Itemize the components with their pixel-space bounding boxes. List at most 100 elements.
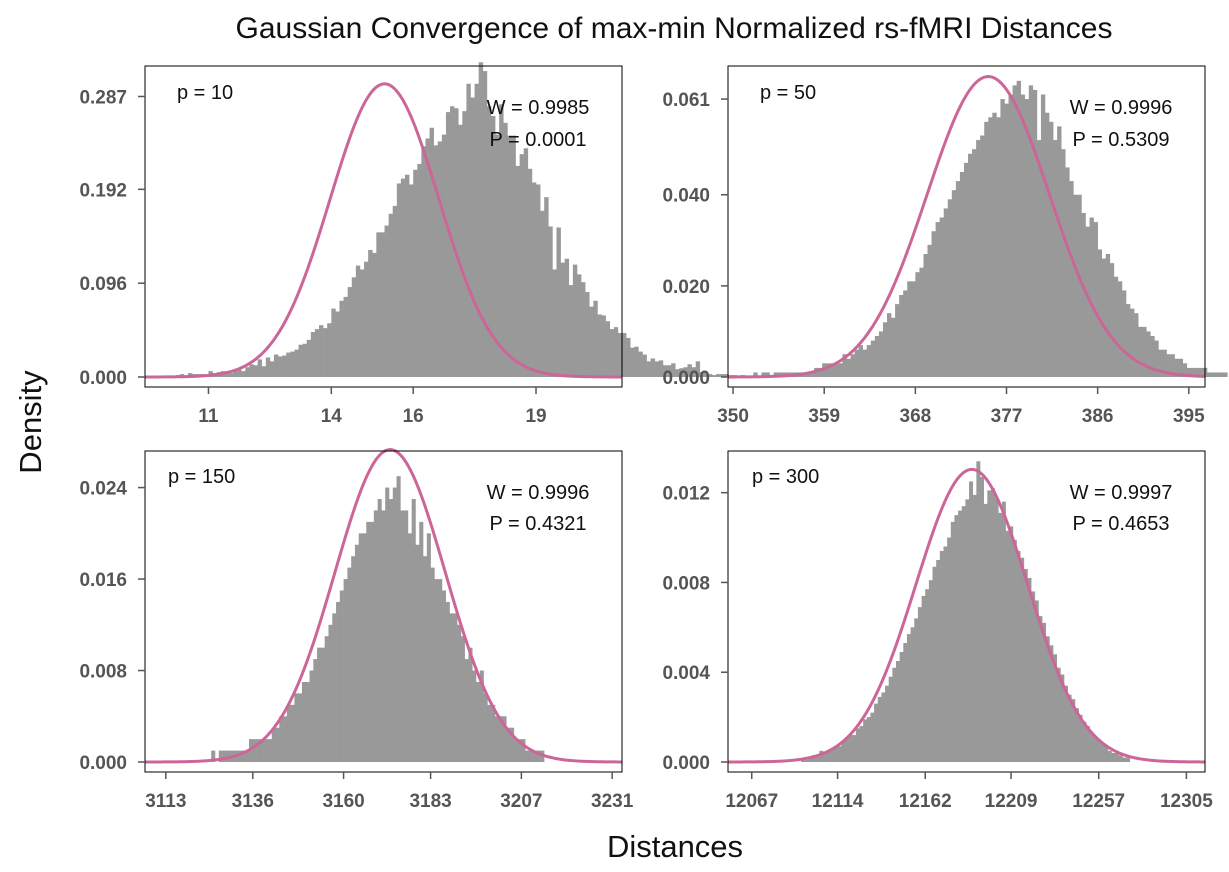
stat-w: W = 0.9985 [487, 97, 590, 119]
histogram-bar [1031, 591, 1036, 762]
histogram-bar [910, 627, 915, 762]
histogram-bar [1077, 194, 1082, 377]
histogram-bar [269, 361, 275, 377]
histogram-bar [536, 184, 541, 377]
histogram-bar [1016, 80, 1021, 377]
histogram-bar [943, 208, 949, 377]
histogram-bar [939, 551, 944, 762]
histogram-bar [294, 349, 299, 377]
histogram-bar [1126, 757, 1131, 762]
x-tick-label: 12257 [1072, 791, 1125, 812]
histogram-bar [805, 372, 811, 377]
y-tick-label: 0.024 [79, 479, 127, 500]
histogram-bar [494, 716, 499, 762]
histogram-bar [622, 333, 627, 377]
histogram-bar [1009, 526, 1014, 762]
histogram-bar [423, 556, 428, 762]
histogram-bar [888, 676, 893, 762]
histogram-bar [1024, 99, 1030, 377]
x-tick-label: 359 [808, 406, 840, 427]
histogram-bar [837, 746, 842, 762]
histogram-bar [510, 727, 515, 762]
histogram-bar [943, 546, 948, 762]
histogram-bar [359, 269, 365, 377]
histogram-bar [804, 759, 809, 762]
histogram-bar [994, 497, 999, 762]
histogram-bar [286, 352, 291, 377]
histogram-bar [1158, 349, 1163, 377]
histogram-bar [233, 370, 238, 377]
histogram-bar [536, 750, 541, 762]
histogram-bar [1045, 636, 1050, 762]
y-tick-label: 0.000 [79, 753, 127, 774]
histogram-bar [468, 647, 473, 762]
histogram-bar [454, 108, 459, 378]
histogram-bar [377, 499, 382, 762]
histogram-bar [1004, 103, 1009, 378]
histogram-bar [881, 692, 886, 762]
histogram-bar [826, 363, 831, 377]
histogram-bar [1078, 714, 1083, 762]
x-tick-label: 3136 [232, 791, 274, 812]
histogram-bar [515, 165, 520, 377]
histogram-bar [842, 354, 847, 377]
histogram-bar [927, 244, 932, 377]
histogram-bar [1049, 645, 1054, 762]
histogram-bar [846, 358, 851, 377]
histogram-bar [1211, 372, 1216, 377]
histogram-bar [429, 127, 434, 377]
y-tick-label: 0.004 [662, 663, 710, 684]
histogram-bar [605, 321, 611, 377]
histogram-bar [634, 346, 639, 377]
histogram-bar [445, 112, 451, 378]
histogram-bar [1089, 217, 1094, 377]
histogram-bar [228, 373, 234, 377]
x-tick-label: 3160 [322, 791, 364, 812]
histogram-bar [576, 274, 582, 377]
panel-label: p = 10 [177, 82, 233, 104]
histogram-bar [527, 168, 533, 377]
histogram-bar [339, 300, 344, 377]
histogram-bar [336, 601, 341, 762]
histogram-bar [319, 325, 324, 377]
histogram-bar [928, 580, 933, 762]
histogram-bar [1101, 258, 1107, 377]
y-axis-title: Density [13, 370, 48, 474]
histogram-bar [815, 755, 820, 762]
histogram-bar [877, 696, 882, 762]
histogram-bar [858, 345, 863, 377]
histogram-bar [925, 589, 930, 762]
histogram-bar [899, 294, 904, 377]
histogram-bar [761, 372, 766, 377]
histogram-bar [841, 741, 846, 762]
histogram-bar [290, 704, 295, 762]
histogram-bar [826, 750, 831, 762]
histogram-bar [885, 685, 889, 762]
normal-fit-curve [145, 82, 623, 379]
histogram-bar [328, 624, 333, 762]
histogram-bar [1023, 568, 1028, 762]
histogram-bar [1170, 354, 1175, 377]
histogram-bar [271, 727, 276, 762]
histogram-bar [874, 703, 879, 762]
histogram-bar [486, 106, 492, 377]
histogram-bar [998, 512, 1003, 762]
histogram-bar [972, 149, 977, 377]
histogram-bar [483, 693, 488, 762]
histogram-bar [1122, 757, 1127, 762]
histogram-bar [863, 719, 868, 762]
histogram-bar [460, 636, 465, 762]
histogram-bar [1071, 699, 1076, 762]
histogram-bar [808, 757, 813, 762]
histogram-bar [332, 613, 337, 762]
histogram-bar [370, 521, 375, 762]
x-tick-label: 19 [525, 406, 546, 427]
histogram-bar [1174, 358, 1179, 377]
x-tick-label: 3183 [409, 791, 451, 812]
histogram-bar [990, 488, 995, 762]
histogram-bar [976, 461, 981, 762]
histogram-bar [959, 171, 965, 377]
y-tick-label: 0.008 [662, 573, 710, 594]
histogram-bar [895, 304, 900, 377]
x-tick-label: 3207 [500, 791, 542, 812]
